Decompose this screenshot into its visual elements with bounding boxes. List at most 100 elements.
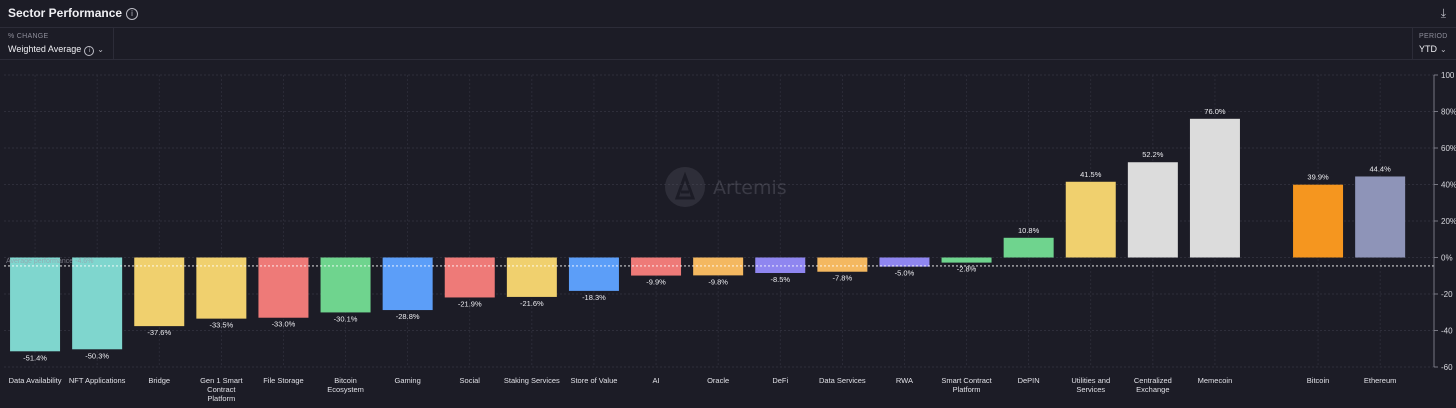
bar[interactable] bbox=[382, 257, 433, 311]
info-icon[interactable]: i bbox=[126, 8, 139, 20]
bar-value-label: -28.8% bbox=[396, 312, 420, 321]
x-tick-label: Platform bbox=[207, 394, 235, 403]
bar[interactable] bbox=[941, 257, 992, 263]
download-icon[interactable]: ⤓ bbox=[1440, 6, 1446, 20]
bar-value-label: 39.9% bbox=[1307, 173, 1329, 182]
bar[interactable] bbox=[1127, 162, 1178, 258]
bar-value-label: -8.5% bbox=[770, 275, 790, 284]
bar-value-label: -50.3% bbox=[85, 351, 109, 360]
bar[interactable] bbox=[258, 257, 309, 318]
bar[interactable] bbox=[631, 257, 682, 276]
y-tick-label: -60 bbox=[1441, 363, 1453, 372]
bar[interactable] bbox=[817, 257, 868, 272]
chart-header: Sector Performance i ⤓ bbox=[0, 0, 1456, 28]
x-tick-label: DeFi bbox=[772, 376, 788, 385]
bar-value-label: 10.8% bbox=[1018, 226, 1040, 235]
x-tick-label: Bitcoin bbox=[334, 376, 357, 385]
change-type-select[interactable]: % CHANGE Weighted Average i ⌄ bbox=[0, 28, 114, 59]
page-title-text: Sector Performance bbox=[8, 6, 123, 20]
bar[interactable] bbox=[1065, 181, 1116, 258]
bar-value-label: -30.1% bbox=[334, 314, 358, 323]
x-tick-label: DePIN bbox=[1018, 376, 1040, 385]
x-axis: Data Availability NFT Applications Bridge G… bbox=[9, 376, 1397, 403]
x-tick-label: File Storage bbox=[263, 376, 303, 385]
y-axis: 100 80% 60% 40% 20% 0% -20 -40 -60 bbox=[1433, 71, 1456, 372]
bar-value-label: 52.2% bbox=[1142, 150, 1164, 159]
watermark-text: Artemis bbox=[713, 177, 787, 199]
x-tick-label: Bitcoin bbox=[1307, 376, 1330, 385]
chart-controls: % CHANGE Weighted Average i ⌄ PERIOD YTD ⌄ bbox=[0, 28, 1456, 60]
x-tick-label: Store of Value bbox=[570, 376, 617, 385]
bar[interactable] bbox=[568, 257, 619, 291]
bar[interactable] bbox=[693, 257, 744, 276]
y-tick-label: 20% bbox=[1441, 217, 1456, 226]
x-tick-label: Gaming bbox=[395, 376, 421, 385]
x-tick-label: RWA bbox=[896, 376, 913, 385]
x-tick-label: Contract bbox=[207, 385, 236, 394]
bar-value-label: -7.8% bbox=[833, 274, 853, 283]
x-tick-label: Utilities and bbox=[1071, 376, 1110, 385]
y-tick-label: 0% bbox=[1441, 254, 1453, 263]
page-title: Sector Performance i bbox=[8, 6, 139, 20]
period-value[interactable]: YTD ⌄ bbox=[1419, 44, 1447, 54]
y-tick-label: 40% bbox=[1441, 181, 1456, 190]
x-tick-label: Centralized bbox=[1134, 376, 1172, 385]
bar[interactable] bbox=[134, 257, 185, 327]
artemis-logo-glyph bbox=[674, 171, 696, 200]
bar-value-label: 44.4% bbox=[1370, 164, 1392, 173]
bar-value-label: -33.5% bbox=[209, 321, 233, 330]
y-tick-label: 60% bbox=[1441, 144, 1456, 153]
average-line-label: Average performance -4.6% bbox=[6, 258, 93, 265]
bar[interactable] bbox=[10, 257, 61, 352]
bar-value-label: -18.3% bbox=[582, 293, 606, 302]
x-tick-label: Data Availability bbox=[9, 376, 62, 385]
y-tick-label: -20 bbox=[1441, 290, 1453, 299]
bar[interactable] bbox=[879, 257, 930, 267]
chevron-down-icon: ⌄ bbox=[97, 45, 104, 54]
x-tick-label: Social bbox=[460, 376, 481, 385]
x-tick-label: Staking Services bbox=[504, 376, 560, 385]
artemis-logo-icon bbox=[665, 167, 705, 207]
bar[interactable] bbox=[72, 257, 123, 350]
x-tick-label: Data Services bbox=[819, 376, 866, 385]
x-tick-label: NFT Applications bbox=[69, 376, 126, 385]
period-value-text: YTD bbox=[1419, 44, 1437, 54]
bar-value-label: -5.0% bbox=[895, 269, 915, 278]
bar-value-label: -37.6% bbox=[147, 328, 171, 337]
x-tick-label: Platform bbox=[953, 385, 981, 394]
change-info-icon[interactable]: i bbox=[84, 46, 95, 56]
y-tick-label: -40 bbox=[1441, 327, 1453, 336]
change-type-value[interactable]: Weighted Average i ⌄ bbox=[8, 44, 104, 56]
x-tick-label: Bridge bbox=[148, 376, 170, 385]
bar-value-label: 76.0% bbox=[1204, 107, 1226, 116]
x-tick-label: Ecosystem bbox=[327, 385, 364, 394]
bar[interactable] bbox=[1189, 118, 1240, 258]
period-select[interactable]: PERIOD YTD ⌄ bbox=[1412, 28, 1456, 59]
bar[interactable] bbox=[755, 257, 806, 274]
x-tick-label: AI bbox=[653, 376, 660, 385]
bar[interactable] bbox=[444, 257, 495, 298]
period-label: PERIOD bbox=[1419, 33, 1448, 40]
bar[interactable] bbox=[506, 257, 557, 297]
x-tick-label: Memecoin bbox=[1198, 376, 1233, 385]
bar-value-label: 41.5% bbox=[1080, 170, 1102, 179]
bar[interactable] bbox=[1355, 176, 1406, 258]
x-tick-label: Oracle bbox=[707, 376, 729, 385]
x-tick-label: Exchange bbox=[1136, 385, 1169, 394]
bar[interactable] bbox=[1293, 184, 1344, 258]
bar[interactable] bbox=[1003, 237, 1054, 258]
y-tick-label: 100 bbox=[1441, 71, 1455, 80]
chart-bars: -51.4% -50.3% -37.6% -33.5% -33.0% -30.1% -28.… bbox=[10, 107, 1406, 362]
x-tick-label: Ethereum bbox=[1364, 376, 1397, 385]
y-tick-label: 80% bbox=[1441, 108, 1456, 117]
bar-value-label: -21.9% bbox=[458, 299, 482, 308]
bar[interactable] bbox=[320, 257, 371, 313]
bar-value-label: -33.0% bbox=[272, 320, 296, 329]
x-tick-label: Services bbox=[1076, 385, 1105, 394]
x-tick-label: Smart Contract bbox=[941, 376, 992, 385]
bar-value-label: -21.6% bbox=[520, 299, 544, 308]
bar[interactable] bbox=[196, 257, 247, 319]
change-type-value-text: Weighted Average bbox=[8, 44, 82, 54]
chevron-down-icon: ⌄ bbox=[1440, 45, 1447, 54]
bar-value-label: -9.9% bbox=[646, 278, 666, 287]
